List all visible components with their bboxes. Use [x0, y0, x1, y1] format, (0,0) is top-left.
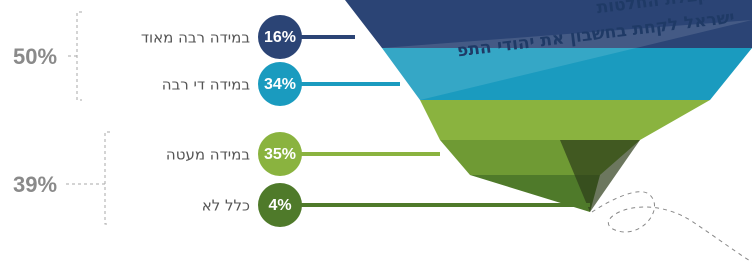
category-label: במידה מעטה: [166, 146, 250, 164]
group-total: 50%: [13, 44, 57, 69]
value-label: 16%: [264, 29, 296, 46]
value-label: 34%: [264, 76, 296, 93]
group-total: 39%: [13, 172, 57, 197]
category-label: במידה רבה מאוד: [141, 29, 250, 47]
group-bracket: [65, 12, 82, 100]
dashed-trail: [592, 192, 752, 262]
group-bracket: [65, 132, 110, 224]
category-label: במידה די רבה: [162, 76, 251, 94]
value-label: 4%: [268, 197, 291, 214]
page: {"chart_data": {"type": "infographic", "…: [0, 0, 752, 268]
category-label: כלל לא: [202, 197, 250, 215]
chart: 16% במידה רבה מאוד 34% במידה די רבה 35% במידה…: [0, 0, 752, 268]
value-label: 35%: [264, 146, 296, 163]
